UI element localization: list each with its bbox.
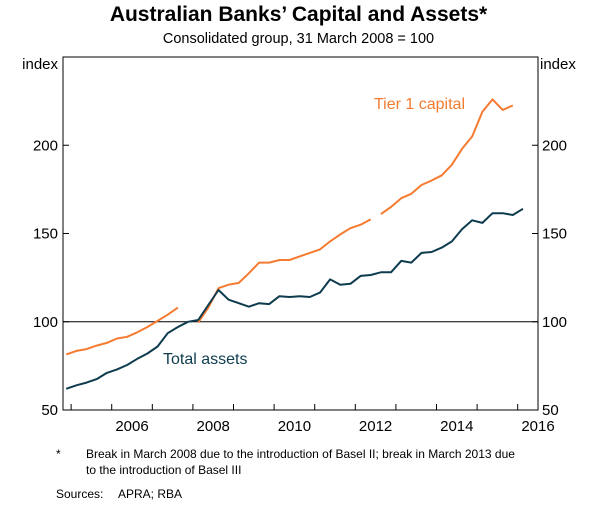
y-axis-label-right: index [540,56,576,73]
footnote-marker: * [56,447,61,461]
tier1-capital-line [197,218,372,324]
y-axis-label-left: index [22,56,58,73]
total-assets-line [65,207,524,390]
y-tick-label-right: 150 [542,226,567,243]
footnote-text: Break in March 2008 due to the introduct… [86,447,515,477]
sources: Sources: APRA; RBA [56,487,182,501]
x-tick-label: 2006 [115,418,148,435]
y-tick-label-left: 150 [33,226,58,243]
chart-subtitle: Consolidated group, 31 March 2008 = 100 [162,31,435,47]
sources-label: Sources: [56,487,104,501]
sources-text: APRA; RBA [118,487,183,501]
x-tick-label: 2016 [521,418,554,435]
x-tick-label: 2012 [359,418,392,435]
chart-title: Australian Banks’ Capital and Assets* [109,3,488,26]
y-tick-label-right: 50 [542,402,559,419]
y-tick-label-right: 100 [542,314,567,331]
x-tick-label: 2010 [278,418,311,435]
y-tick-label-left: 50 [41,402,58,419]
tier1-capital-line [380,98,514,215]
y-tick-label-left: 200 [33,137,58,154]
tier1-capital-line [65,306,179,356]
plot-frame [62,56,539,411]
x-tick-label: 2014 [440,418,473,435]
total-assets-label: Total assets [163,351,247,368]
tier1-capital-label: Tier 1 capital [374,96,465,113]
y-tick-label-right: 200 [542,137,567,154]
x-tick-label: 2008 [197,418,230,435]
y-tick-label-left: 100 [33,314,58,331]
